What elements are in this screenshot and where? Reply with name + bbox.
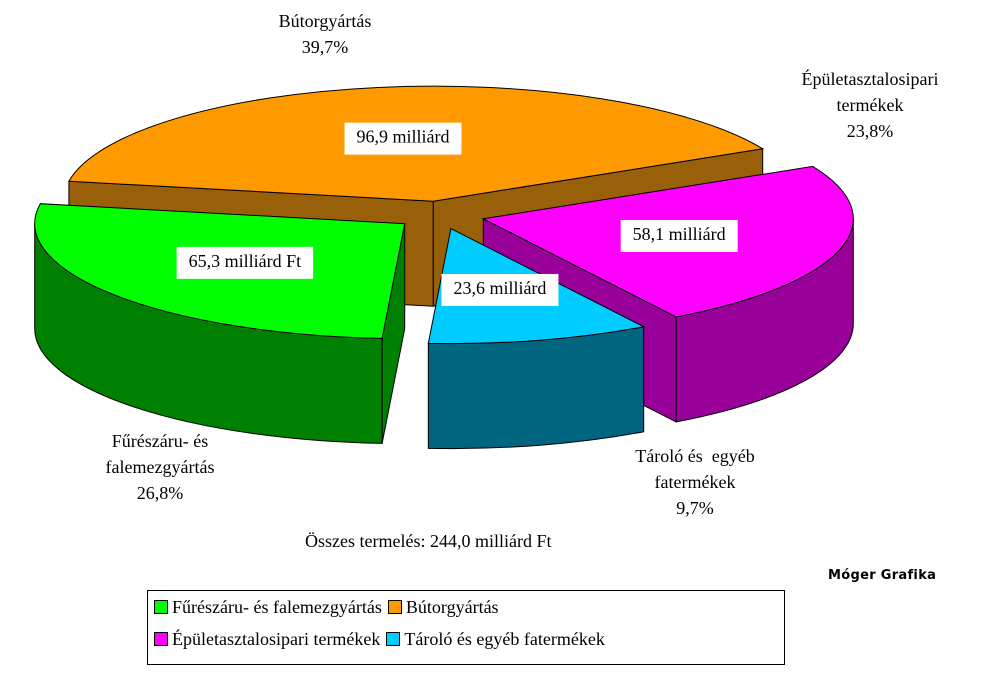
- amount-label-box: [176, 246, 314, 279]
- legend-label: Tároló és egyéb fatermékek: [404, 629, 605, 649]
- legend-row: Fűrészáru- és falemezgyártás Bútorgyártás: [154, 597, 784, 629]
- amount-label-group: 58,1 milliárd: [620, 219, 738, 252]
- slice-label-name: Fűrészáru- és falemezgyártás: [105, 431, 215, 477]
- legend-item: Bútorgyártás: [387, 597, 499, 618]
- amount-label-group: 23,6 milliárd: [441, 273, 559, 306]
- slice-label: Bútorgyártás 39,7%: [235, 8, 415, 60]
- legend-swatch: [386, 632, 401, 646]
- slice-label: Tároló és egyéb fatermékek 9,7%: [605, 443, 785, 521]
- legend-item: Tároló és egyéb fatermékek: [386, 629, 605, 650]
- amount-label: 65,3 milliárd Ft: [189, 251, 302, 271]
- amount-label: 23,6 milliárd: [453, 278, 546, 298]
- amount-label-box: [620, 219, 738, 252]
- slice-label-percent: 23,8%: [846, 121, 894, 141]
- slice-label-percent: 39,7%: [301, 37, 349, 57]
- note: Összes termelés: 244,0 milliárd Ft: [305, 531, 552, 551]
- legend-item: Fűrészáru- és falemezgyártás: [154, 597, 382, 618]
- amount-label: 58,1 milliárd: [633, 224, 726, 244]
- slice-label: Épületasztalosipari termékek 23,8%: [785, 66, 955, 144]
- slice-label: Fűrészáru- és falemezgyártás 26,8%: [65, 428, 255, 506]
- amount-label-box: [344, 122, 462, 155]
- watermark: Móger Grafika: [828, 568, 937, 583]
- legend-swatch: [154, 600, 168, 614]
- amount-label: 96,9 milliárd: [357, 127, 450, 147]
- legend-row: Épületasztalosipari termékek Tároló és eg…: [154, 629, 784, 661]
- slice-label-percent: 26,8%: [136, 483, 184, 503]
- amount-label-group: 96,9 milliárd: [344, 122, 462, 155]
- legend: Fűrészáru- és falemezgyártás Bútorgyártás…: [147, 590, 785, 665]
- slice-side: [427, 326, 645, 450]
- legend-label: Fűrészáru- és falemezgyártás: [172, 597, 382, 617]
- slice-label-name: Bútorgyártás: [278, 11, 372, 31]
- legend-swatch: [154, 632, 168, 646]
- slice-label-percent: 9,7%: [676, 498, 714, 518]
- legend-item: Épületasztalosipari termékek: [154, 629, 380, 650]
- amount-label-box: [441, 273, 559, 306]
- legend-label: Épületasztalosipari termékek: [172, 629, 381, 649]
- legend-swatch: [387, 600, 402, 614]
- pie-area: 65,3 milliárd Ft 96,9 milliárd 58,1 milliá…: [34, 85, 854, 450]
- slice-label-name: Tároló és egyéb fatermékek: [635, 446, 760, 492]
- slice-label-name: Épületasztalosipari termékek: [801, 69, 943, 115]
- legend-label: Bútorgyártás: [405, 597, 499, 617]
- amount-label-group: 65,3 milliárd Ft: [176, 246, 314, 279]
